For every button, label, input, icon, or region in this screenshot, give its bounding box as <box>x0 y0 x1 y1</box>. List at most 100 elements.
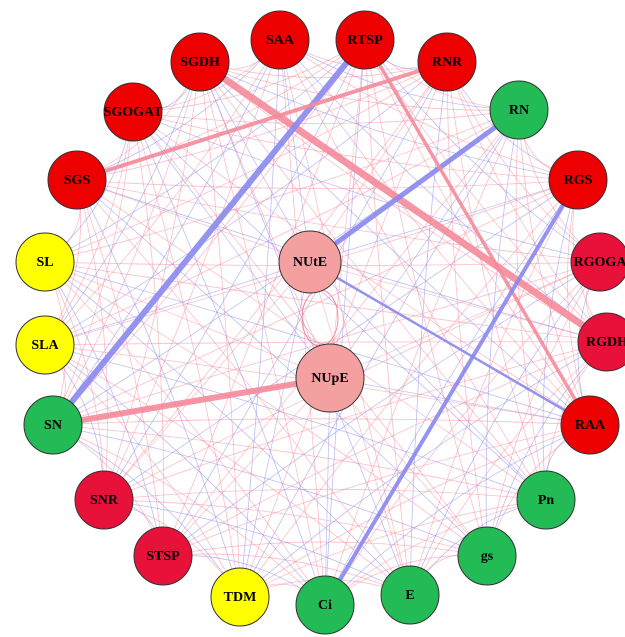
node <box>335 10 395 70</box>
edge <box>309 179 579 263</box>
edge <box>52 424 488 557</box>
node <box>380 565 440 625</box>
edge <box>162 541 488 557</box>
edge <box>239 109 520 598</box>
edge <box>76 179 164 557</box>
edge <box>239 261 311 598</box>
node <box>295 343 365 413</box>
node <box>417 32 477 92</box>
node <box>170 32 230 92</box>
node <box>15 232 75 292</box>
edge <box>52 61 201 426</box>
edge <box>76 179 311 263</box>
node <box>489 80 549 140</box>
edge <box>446 61 547 501</box>
edge <box>44 344 241 598</box>
edge <box>44 261 326 606</box>
edge <box>199 61 608 343</box>
edge <box>103 499 488 557</box>
edge <box>44 341 608 346</box>
edge <box>76 179 108 501</box>
edge <box>279 39 608 343</box>
node-label: RTSP <box>347 33 383 48</box>
node-label: RGS <box>564 173 593 188</box>
node <box>47 150 107 210</box>
edge <box>409 179 579 596</box>
edge <box>44 61 448 346</box>
node <box>516 470 576 530</box>
edge <box>44 39 281 346</box>
edge <box>44 344 326 606</box>
edge <box>162 61 448 557</box>
edge <box>44 261 608 343</box>
edge <box>329 39 366 379</box>
strong-edge <box>323 178 580 607</box>
node-label: E <box>405 588 414 603</box>
nodes: SAA RTSP RNR RN RGS RGOGA RGDH RAA Pn gs E Ci TDM STS… <box>15 10 625 635</box>
node-label: RAA <box>575 418 606 433</box>
strong-edge <box>363 39 592 426</box>
node <box>250 10 310 70</box>
edge <box>44 261 105 501</box>
edge <box>132 111 601 263</box>
node <box>295 575 355 635</box>
edge <box>324 39 366 606</box>
node <box>23 395 83 455</box>
edge <box>76 39 281 181</box>
node <box>74 470 134 530</box>
edge <box>44 261 311 346</box>
edge <box>279 39 311 263</box>
node-label: SAA <box>266 33 295 48</box>
edge <box>52 179 579 426</box>
edge <box>446 61 608 343</box>
edge <box>324 424 591 606</box>
node-label: SN <box>44 418 62 433</box>
node-label: SLA <box>31 338 59 353</box>
node-label: Ci <box>318 598 332 613</box>
edge <box>44 61 448 263</box>
edge <box>52 424 547 501</box>
edge <box>309 61 448 263</box>
edge <box>364 39 488 557</box>
edge <box>44 261 331 379</box>
node <box>577 312 625 372</box>
edge <box>44 61 201 346</box>
strong-edge <box>308 107 521 265</box>
node <box>457 526 517 586</box>
edge <box>542 179 579 501</box>
edge <box>44 109 520 263</box>
edge <box>103 61 201 501</box>
edge <box>76 61 448 181</box>
node <box>560 395 620 455</box>
edge <box>199 61 591 426</box>
edge <box>132 111 547 501</box>
edge <box>103 39 366 501</box>
edge <box>76 179 488 557</box>
edge <box>199 61 579 181</box>
edge <box>162 424 591 557</box>
edge <box>76 179 241 598</box>
edge <box>329 261 601 379</box>
edge <box>103 488 547 501</box>
edge <box>44 109 520 346</box>
edge <box>132 111 488 557</box>
node-label: gs <box>481 549 494 564</box>
node-label: SGOGAT <box>104 105 164 120</box>
edge <box>301 289 339 347</box>
edge <box>324 109 520 606</box>
strong-edge <box>309 260 591 427</box>
edge <box>199 61 411 596</box>
node-label: RGDH <box>586 335 625 350</box>
node-label: NUtE <box>293 255 327 270</box>
edge <box>132 111 591 426</box>
edge <box>132 111 331 379</box>
edge <box>486 261 601 557</box>
edge <box>103 341 608 501</box>
edge <box>239 499 547 598</box>
node-label: SGDH <box>180 55 220 70</box>
edge <box>44 39 366 263</box>
edge <box>52 111 134 426</box>
edge <box>132 111 165 557</box>
edge <box>324 377 331 606</box>
